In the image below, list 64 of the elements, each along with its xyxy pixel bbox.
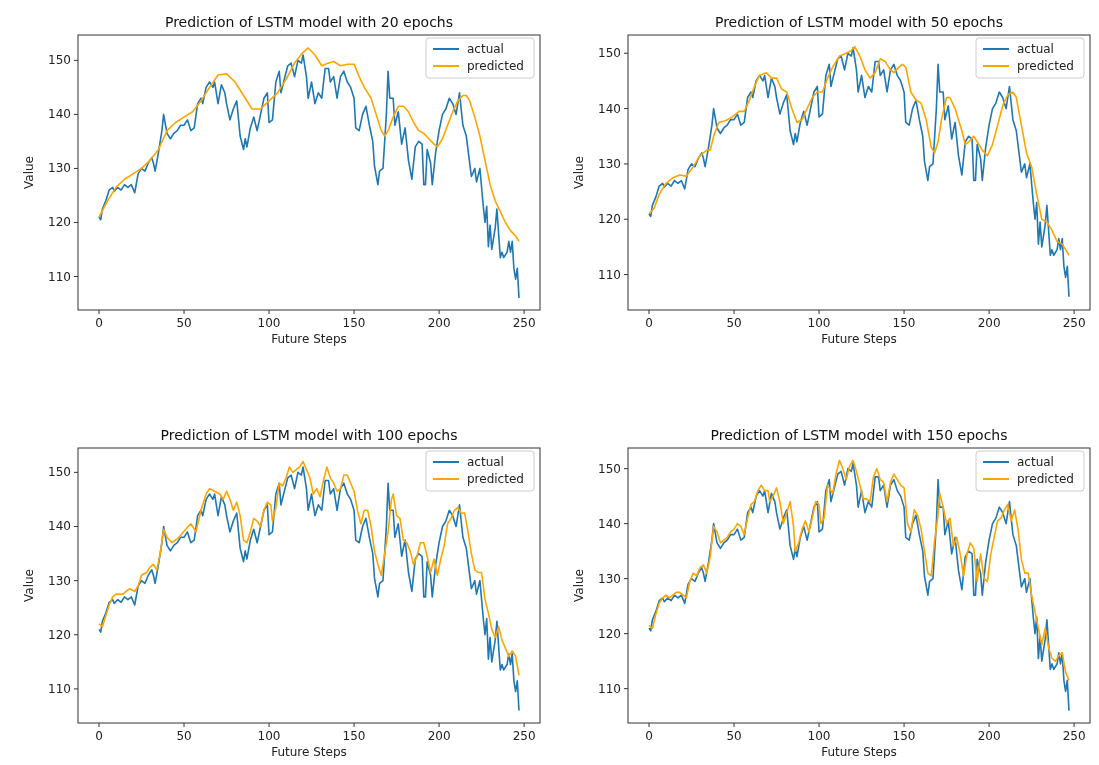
x-axis-title: Future Steps: [271, 332, 347, 346]
chart-title: Prediction of LSTM model with 20 epochs: [164, 14, 454, 30]
x-tick-label: 200: [427, 729, 451, 743]
x-tick-label: 150: [892, 316, 916, 330]
x-tick-label: 250: [512, 316, 536, 330]
chart-title: Prediction of LSTM model with 50 epochs: [714, 14, 1004, 30]
x-axis-title: Future Steps: [821, 332, 897, 346]
x-tick-label: 150: [342, 729, 366, 743]
y-tick-label: 120: [598, 212, 621, 227]
y-tick-label: 150: [598, 46, 621, 61]
y-tick-label: 110: [598, 681, 621, 696]
x-tick-label: 50: [726, 729, 742, 743]
legend-label: predicted: [1017, 472, 1074, 486]
legend-label: predicted: [467, 59, 524, 73]
x-tick-label: 250: [512, 729, 536, 743]
x-tick-label: 0: [645, 729, 653, 743]
x-tick-label: 0: [95, 316, 103, 330]
x-tick-label: 150: [342, 316, 366, 330]
legend-label: actual: [1017, 455, 1054, 469]
y-tick-label: 110: [48, 681, 71, 696]
x-tick-label: 200: [427, 316, 451, 330]
legend-label: actual: [467, 455, 504, 469]
legend-label: predicted: [467, 472, 524, 486]
y-tick-label: 140: [598, 516, 621, 531]
x-axis-title: Future Steps: [271, 745, 347, 759]
legend-label: predicted: [1017, 59, 1074, 73]
y-axis-title: Value: [22, 569, 36, 602]
y-tick-label: 140: [598, 101, 621, 116]
x-tick-label: 0: [645, 316, 653, 330]
y-axis-title: Value: [572, 569, 586, 602]
x-tick-label: 0: [95, 729, 103, 743]
y-tick-label: 130: [598, 156, 621, 171]
x-tick-label: 100: [257, 316, 281, 330]
y-tick-label: 130: [598, 571, 621, 586]
y-tick-label: 110: [48, 269, 71, 284]
x-tick-label: 250: [1062, 316, 1086, 330]
y-axis-title: Value: [572, 156, 586, 189]
x-tick-label: 200: [977, 729, 1001, 743]
y-tick-label: 120: [48, 215, 71, 230]
x-tick-label: 150: [892, 729, 916, 743]
y-tick-label: 120: [598, 626, 621, 641]
y-axis-title: Value: [22, 156, 36, 189]
y-tick-label: 140: [48, 519, 71, 534]
y-tick-label: 120: [48, 627, 71, 642]
chart-title: Prediction of LSTM model with 150 epochs: [710, 427, 1008, 443]
y-tick-label: 150: [598, 461, 621, 476]
legend-label: actual: [1017, 42, 1054, 56]
y-tick-label: 130: [48, 573, 71, 588]
y-tick-label: 150: [48, 465, 71, 480]
x-tick-label: 250: [1062, 729, 1086, 743]
y-tick-label: 150: [48, 53, 71, 68]
y-tick-label: 110: [598, 267, 621, 282]
y-tick-label: 130: [48, 161, 71, 176]
x-tick-label: 50: [726, 316, 742, 330]
x-tick-label: 50: [176, 729, 192, 743]
x-tick-label: 50: [176, 316, 192, 330]
x-axis-title: Future Steps: [821, 745, 897, 759]
x-tick-label: 100: [257, 729, 281, 743]
chart-title: Prediction of LSTM model with 100 epochs: [160, 427, 458, 443]
x-tick-label: 100: [807, 729, 831, 743]
y-tick-label: 140: [48, 107, 71, 122]
x-tick-label: 200: [977, 316, 1001, 330]
legend-label: actual: [467, 42, 504, 56]
x-tick-label: 100: [807, 316, 831, 330]
